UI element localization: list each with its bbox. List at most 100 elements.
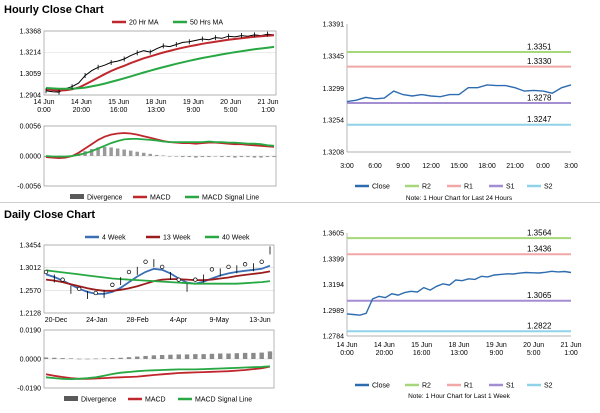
daily-pivots-level-label-s2: 1.2822: [527, 322, 552, 331]
daily-price-marker: [93, 290, 98, 296]
daily-macd-divergence-bar: [110, 358, 115, 359]
daily-pivots-y-tick: 1.3605: [323, 231, 345, 238]
daily-price-marker: [110, 282, 115, 287]
hourly-macd-divergence-bar: [213, 156, 218, 157]
daily-pivots-x-tick: 19 Jun 9:00: [486, 342, 507, 357]
daily-macd-divergence-bar: [259, 352, 264, 359]
daily-price-frame: [43, 244, 275, 314]
daily-pivots-legend-s2-label: S2: [544, 383, 553, 390]
daily-pivots-note: Note: 1 Hour Chart for Last 1 Week: [408, 393, 511, 400]
daily-price-y-tick: 1.2570: [20, 288, 42, 295]
hourly-macd-y-tick: -0.0056: [17, 184, 41, 191]
daily-price-marker: [259, 259, 264, 264]
daily-price-marker: [226, 264, 231, 269]
daily-pivots-level-label-r2: 1.3564: [527, 229, 552, 238]
daily-pivots-legend-r2-label: R2: [422, 383, 431, 390]
hourly-price-y-tick: 1.3214: [20, 50, 42, 57]
hourly-pivots-x-tick: 6:00: [368, 163, 382, 170]
hourly-pivots-x-tick: 15:00: [450, 163, 468, 170]
daily-macd-legend-macd-label: MACD: [145, 397, 166, 404]
hourly-macd-divergence-bar: [207, 156, 211, 158]
hourly-macd-divergence-bar: [246, 156, 250, 158]
daily-macd-legend-divergence-swatch: [64, 396, 78, 401]
hourly-macd-divergence-bar: [265, 156, 270, 158]
hourly-macd-divergence-bar: [187, 156, 192, 158]
hourly-pivots-x-tick: 21:00: [506, 163, 524, 170]
daily-price-y-tick: 1.2128: [20, 311, 42, 318]
daily-price-y-tick: 1.3012: [20, 265, 42, 272]
daily-macd-divergence-bar: [101, 358, 107, 359]
hourly-price-x-tick: 14 Jun 20:00: [71, 99, 92, 114]
daily-macd-divergence-bar: [251, 352, 256, 359]
hourly-price-x-tick: 19 Jun 9:00: [183, 99, 204, 114]
daily-macd-divergence-bar: [126, 357, 132, 359]
daily-macd-divergence-bar: [118, 357, 123, 359]
daily-pivots-x-tick: 18 Jun 13:00: [448, 342, 469, 357]
daily-price-marker: [209, 267, 215, 272]
daily-macd-divergence-bar: [151, 355, 157, 359]
daily-price-marker: [77, 286, 82, 292]
daily-macd-divergence-bar: [234, 353, 240, 359]
hourly-macd-divergence-bar: [148, 153, 152, 156]
hourly-macd-legend-signal-label: MACD Signal Line: [202, 195, 259, 202]
hourly-pivots-legend-s2-label: S2: [544, 184, 553, 191]
daily-macd-divergence-bar: [60, 358, 65, 359]
daily-price-x-tick: 20-Dec: [45, 317, 68, 324]
hourly-macd-series-macd-signal-line: [45, 137, 275, 158]
hourly-macd-divergence-bar: [141, 152, 146, 156]
hourly-pivots-level-label-s1: 1.3278: [527, 94, 552, 103]
hourly-price-y-tick: 1.3368: [20, 29, 42, 36]
hourly-price-y-tick: 1.2904: [20, 93, 42, 100]
hourly-macd-divergence-bar: [226, 156, 231, 158]
hourly-macd-divergence-bar: [272, 156, 276, 158]
section-divider: [0, 202, 600, 203]
hourly-macd-divergence-bar: [96, 147, 100, 156]
daily-macd-divergence-bar: [168, 354, 173, 359]
daily-pivots-y-tick: 1.3399: [323, 256, 345, 263]
daily-pivots-x-tick: 14 Jun 20:00: [374, 342, 395, 357]
hourly-macd-legend-divergence-swatch: [70, 194, 84, 199]
daily-pivots-legend-s1-label: S1: [506, 383, 515, 390]
daily-pivots-y-tick: 1.2784: [323, 334, 345, 341]
daily-macd-divergence-bar: [85, 358, 90, 360]
daily-pivots-x-tick: 21 Jun 1:00: [560, 342, 581, 357]
daily-macd-legend-signal-label: MACD Signal Line: [195, 397, 252, 404]
hourly-macd-divergence-bar: [168, 156, 172, 157]
daily-price-marker: [176, 277, 181, 282]
hourly-macd-divergence-bar: [102, 146, 107, 156]
hourly-price-legend-50ma-label: 50 Hrs MA: [190, 20, 223, 27]
hourly-price-x-tick: 14 Jun 0:00: [33, 99, 54, 114]
daily-pivots-x-tick: 20 Jun 5:00: [523, 342, 544, 357]
hourly-macd-divergence-bar: [181, 156, 185, 158]
daily-price-marker: [43, 269, 49, 275]
daily-macd-divergence-bar: [52, 357, 57, 359]
daily-macd-y-tick: -0.0190: [17, 386, 41, 393]
hourly-price-series-50-hrs-ma: [45, 45, 275, 90]
daily-pivots-x-tick: 15 Jun 16:00: [411, 342, 432, 357]
daily-price-series-4-week: [45, 264, 271, 295]
daily-macd-divergence-bar: [68, 358, 74, 359]
hourly-macd-divergence-bar: [259, 156, 263, 158]
hourly-pivots-y-tick: 1.3391: [323, 22, 345, 29]
daily-price-x-tick: 28-Feb: [127, 317, 149, 324]
hourly-macd-divergence-bar: [252, 156, 257, 158]
hourly-macd-divergence-bar: [161, 155, 165, 157]
daily-price-marker: [193, 277, 198, 282]
hourly-price-frame: [43, 30, 277, 96]
hourly-macd-divergence-bar: [233, 156, 237, 158]
hourly-pivots-series-close: [346, 84, 572, 103]
hourly-pivots-y-tick: 1.3299: [323, 86, 345, 93]
hourly-macd-frame: [43, 125, 277, 187]
daily-pivots-y-tick: 1.3194: [323, 282, 345, 289]
hourly-macd-divergence-bar: [135, 151, 139, 156]
hourly-macd-y-tick: 0.0000: [20, 154, 42, 161]
daily-macd-divergence-bar: [76, 358, 82, 360]
hourly-macd-y-tick: 0.0056: [20, 124, 42, 131]
hourly-macd-divergence-bar: [200, 156, 205, 158]
daily-price-marker: [159, 264, 165, 269]
hourly-price-x-tick: 20 Jun 5:00: [220, 99, 241, 114]
daily-macd-y-tick: 0.0000: [20, 357, 42, 364]
daily-price-marker: [126, 269, 132, 275]
daily-section-title: Daily Close Chart: [4, 209, 96, 221]
